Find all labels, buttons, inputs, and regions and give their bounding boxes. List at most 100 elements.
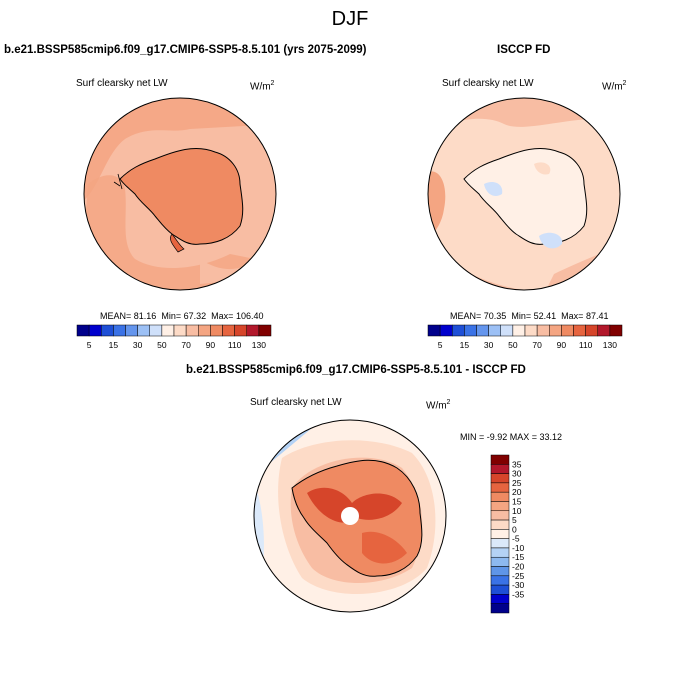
colorbar-swatch bbox=[185, 324, 199, 337]
colorbar-tick-label: -10 bbox=[512, 543, 525, 553]
polar-map-diff bbox=[253, 419, 447, 613]
colorbar-tick-label: 130 bbox=[603, 340, 617, 350]
colorbar-swatch bbox=[597, 324, 611, 337]
colorbar-tick-label: 30 bbox=[512, 469, 522, 479]
colorbar-tick-label: -5 bbox=[512, 534, 520, 544]
colorbar-tick-label: 15 bbox=[109, 340, 119, 350]
colorbar-swatch bbox=[490, 584, 510, 595]
colorbar-tick-label: 15 bbox=[460, 340, 470, 350]
colorbar-swatch bbox=[452, 324, 465, 337]
antarctica-outline bbox=[119, 147, 244, 245]
colorbar-swatch bbox=[490, 547, 510, 558]
colorbar-tick-label: -20 bbox=[512, 562, 525, 572]
colorbar-model: 5 15 30 50 70 90 110 130 bbox=[76, 324, 272, 350]
colorbar-swatch bbox=[476, 324, 489, 337]
colorbar-tick-label: 20 bbox=[512, 487, 522, 497]
colorbar-swatch bbox=[490, 473, 510, 484]
colorbar-tick-label: 50 bbox=[508, 340, 518, 350]
figure-title: DJF bbox=[331, 8, 369, 30]
colorbar-tick-label: 0 bbox=[512, 524, 517, 534]
colorbar-swatch bbox=[137, 324, 150, 337]
colorbar-swatch bbox=[210, 324, 223, 337]
colorbar-swatch bbox=[222, 324, 235, 337]
units-model: W/m2 bbox=[250, 80, 275, 93]
panel-title-model: b.e21.BSSP585cmip6.f09_g17.CMIP6-SSP5-8.… bbox=[4, 44, 367, 56]
colorbar-swatch bbox=[490, 510, 510, 521]
colorbar-swatch bbox=[536, 324, 550, 337]
colorbar-tick-label: 35 bbox=[512, 459, 522, 469]
colorbar-tick-label: 10 bbox=[512, 506, 522, 516]
units-diff: W/m2 bbox=[426, 399, 451, 412]
field-name-obs: Surf clearsky net LW bbox=[442, 78, 534, 89]
field-name-model: Surf clearsky net LW bbox=[76, 78, 168, 89]
colorbar-swatch bbox=[524, 324, 538, 337]
colorbar-tick-label: 90 bbox=[557, 340, 567, 350]
colorbar-obs: 5 15 30 50 70 90 110 130 bbox=[427, 324, 623, 350]
colorbar-swatch bbox=[149, 324, 163, 337]
colorbar-swatch bbox=[125, 324, 138, 337]
colorbar-tick-label: -30 bbox=[512, 580, 525, 590]
colorbar-swatch bbox=[490, 464, 510, 474]
colorbar-swatch bbox=[573, 324, 586, 337]
colorbar-tick-label: 110 bbox=[579, 340, 593, 350]
colorbar-swatch bbox=[490, 538, 510, 549]
colorbar-tick-label: 30 bbox=[484, 340, 494, 350]
colorbar-swatch bbox=[490, 501, 510, 512]
colorbar-swatch bbox=[198, 324, 211, 337]
colorbar-tick-label: 110 bbox=[228, 340, 242, 350]
colorbar-tick-label: 50 bbox=[157, 340, 167, 350]
colorbar-tick-label: 130 bbox=[252, 340, 266, 350]
colorbar-tick-label: 25 bbox=[512, 478, 522, 488]
stats-diff: MIN = -9.92 MAX = 33.12 bbox=[460, 432, 563, 442]
colorbar-swatch bbox=[512, 324, 526, 337]
colorbar-swatch bbox=[490, 556, 510, 567]
colorbar-tick-label: 5 bbox=[87, 340, 92, 350]
field-name-diff: Surf clearsky net LW bbox=[250, 397, 342, 408]
stats-model: MEAN= 81.16 Min= 67.32 Max= 106.40 bbox=[100, 311, 264, 321]
colorbar-tick-label: -25 bbox=[512, 571, 525, 581]
colorbar-swatch bbox=[427, 324, 441, 337]
panel-title-diff: b.e21.BSSP585cmip6.f09_g17.CMIP6-SSP5-8.… bbox=[186, 364, 526, 376]
colorbar-swatch bbox=[464, 324, 477, 337]
colorbar-swatch bbox=[490, 603, 510, 614]
stats-obs: MEAN= 70.35 Min= 52.41 Max= 87.41 bbox=[450, 311, 609, 321]
colorbar-swatch bbox=[490, 594, 510, 604]
colorbar-swatch bbox=[490, 566, 510, 577]
colorbar-tick-label: -35 bbox=[512, 589, 525, 599]
colorbar-swatch bbox=[490, 529, 510, 539]
colorbar-swatch bbox=[488, 324, 501, 337]
colorbar-swatch bbox=[490, 575, 510, 586]
colorbar-swatch bbox=[585, 324, 598, 337]
colorbar-tick-label: 70 bbox=[181, 340, 191, 350]
colorbar-swatch bbox=[490, 491, 510, 502]
colorbar-swatch bbox=[113, 324, 126, 337]
colorbar-tick-label: 15 bbox=[512, 496, 522, 506]
colorbar-swatch bbox=[161, 324, 175, 337]
colorbar-swatch bbox=[173, 324, 187, 337]
colorbar-swatch bbox=[561, 324, 574, 337]
polar-map-obs bbox=[427, 97, 621, 291]
colorbar-swatch bbox=[549, 324, 562, 337]
colorbar-swatch bbox=[439, 324, 453, 337]
colorbar-tick-label: 5 bbox=[438, 340, 443, 350]
colorbar-swatch bbox=[76, 324, 90, 337]
colorbar-swatch bbox=[500, 324, 514, 337]
colorbar-swatch bbox=[101, 324, 114, 337]
colorbar-swatch bbox=[258, 324, 272, 337]
colorbar-swatch bbox=[234, 324, 247, 337]
units-obs: W/m2 bbox=[602, 80, 627, 93]
colorbar-tick-label: 30 bbox=[133, 340, 143, 350]
colorbar-swatch bbox=[88, 324, 102, 337]
colorbar-swatch bbox=[609, 324, 623, 337]
colorbar-swatch bbox=[490, 454, 510, 465]
colorbar-tick-label: 5 bbox=[512, 515, 517, 525]
colorbar-swatch bbox=[490, 482, 510, 493]
colorbar-swatch bbox=[246, 324, 260, 337]
colorbar-tick-label: -15 bbox=[512, 552, 525, 562]
polar-map-model bbox=[83, 97, 277, 291]
colorbar-swatch bbox=[490, 519, 510, 530]
colorbar-tick-label: 90 bbox=[206, 340, 216, 350]
panel-title-obs: ISCCP FD bbox=[497, 44, 551, 56]
colorbar-tick-label: 70 bbox=[532, 340, 542, 350]
